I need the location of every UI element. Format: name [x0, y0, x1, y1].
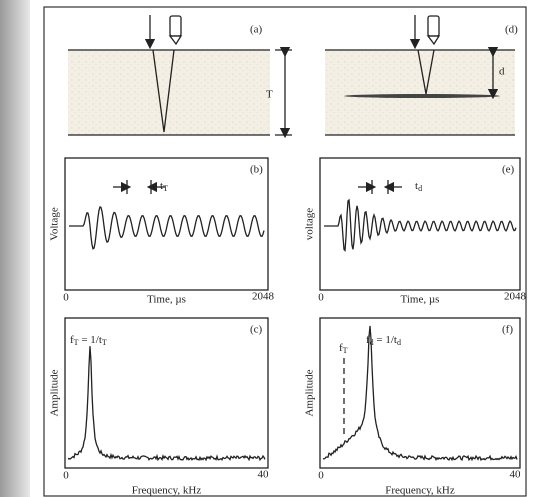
x-end: 2048 [504, 291, 527, 303]
label-eq: = 1/t [374, 334, 397, 346]
label-sub: T [163, 184, 168, 193]
x-start: 0 [63, 292, 69, 304]
label-main: t [415, 180, 418, 192]
dimension-label: d [499, 66, 505, 78]
label-eq: = 1/t [79, 334, 102, 346]
plot-frame [319, 157, 521, 291]
plot-frame [319, 317, 521, 469]
x-start: 0 [318, 470, 324, 482]
label-main: f [70, 334, 74, 346]
panel-tag: (a) [250, 24, 263, 36]
y-axis-label: voltage [304, 208, 316, 240]
page-edge [0, 0, 30, 497]
label-sub: T [102, 338, 107, 347]
peak-label: fT = 1/tT [70, 334, 107, 347]
panel-tag: (d) [505, 24, 518, 36]
plot-frame [64, 157, 269, 291]
trace [67, 346, 266, 462]
y-axis-label: Amplitude [49, 369, 61, 416]
panel-d: (d) d [325, 15, 518, 136]
label-sub: T [74, 338, 79, 347]
x-start: 0 [63, 470, 69, 482]
panel-a: (a) T [68, 15, 292, 139]
x-axis-label: Frequency, kHz [385, 485, 455, 497]
dimension-label: T [266, 89, 273, 101]
interval-label: tT [160, 180, 168, 193]
x-axis-label: Time, µs [401, 294, 440, 306]
panel-tag: (b) [250, 164, 263, 176]
trace [69, 205, 265, 250]
trace [324, 198, 517, 252]
x-end: 40 [510, 469, 522, 481]
interval-label: td [415, 180, 422, 193]
plot-frame [64, 317, 269, 469]
x-axis-label: Frequency, kHz [132, 485, 202, 497]
x-axis-label: Time, µs [147, 294, 186, 306]
x-end: 2048 [252, 291, 275, 303]
label-sub: d [397, 338, 401, 347]
label-main: t [160, 180, 163, 192]
label-sub: T [343, 346, 348, 355]
y-axis-label: Amplitude [304, 369, 316, 416]
y-axis-label: Voltage [49, 207, 61, 241]
trace [322, 325, 518, 462]
label-main: f [366, 334, 370, 346]
label-main: f [339, 342, 343, 354]
figure-border [43, 6, 527, 497]
x-end: 40 [258, 469, 270, 481]
panel-tag: (f) [502, 324, 513, 336]
marker-label: fT [339, 342, 348, 355]
panel-tag: (c) [250, 324, 263, 336]
label-sub: d [418, 184, 422, 193]
x-start: 0 [318, 292, 324, 304]
panel-tag: (e) [502, 164, 515, 176]
